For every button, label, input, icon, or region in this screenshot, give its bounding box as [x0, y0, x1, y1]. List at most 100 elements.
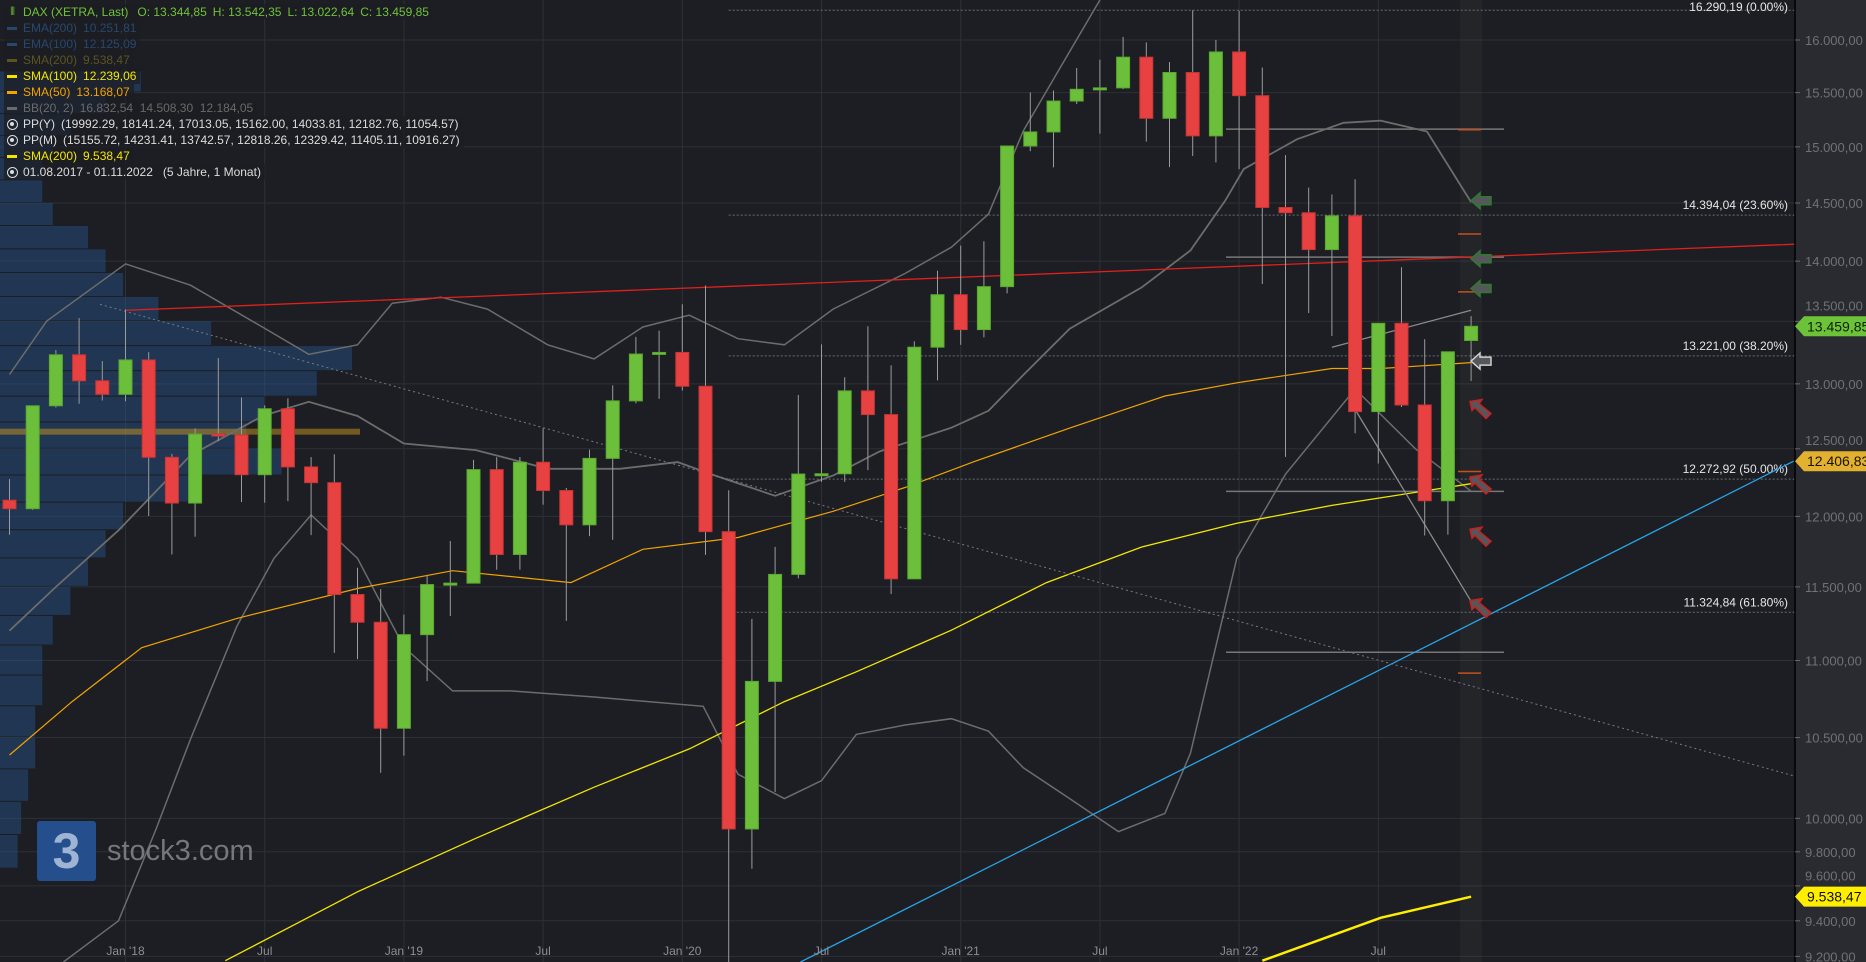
logo-text: stock3.com: [107, 834, 254, 867]
candle[interactable]: [675, 304, 690, 391]
candle[interactable]: [860, 326, 875, 471]
candle[interactable]: [1324, 194, 1339, 337]
volume-profile-bar: [0, 502, 124, 530]
candle[interactable]: [768, 546, 783, 793]
blue-trendline: [800, 460, 1794, 962]
stock3-logo: 3 stock3.com: [37, 821, 254, 881]
candle[interactable]: [118, 309, 133, 402]
candle[interactable]: [1208, 40, 1223, 163]
candle[interactable]: [1185, 10, 1200, 156]
legend-row-ema-100-[interactable]: EMA(100) 12.125,09: [4, 36, 141, 52]
candle[interactable]: [907, 341, 922, 580]
candle[interactable]: [1301, 187, 1316, 314]
candle[interactable]: [1371, 322, 1386, 464]
candle[interactable]: [1046, 90, 1061, 168]
candle[interactable]: [1394, 267, 1409, 407]
candle[interactable]: [976, 241, 991, 338]
volume-profile-bar: [0, 321, 212, 346]
candle[interactable]: [304, 457, 319, 536]
candle[interactable]: [164, 453, 179, 555]
legend-row-sma-50-[interactable]: SMA(50) 13.168,07: [4, 84, 134, 100]
candle[interactable]: [188, 428, 203, 537]
candle[interactable]: [1116, 36, 1131, 90]
candle[interactable]: [141, 352, 156, 516]
volume-profile-bar: [0, 769, 29, 801]
candle[interactable]: [327, 454, 342, 653]
candle[interactable]: [744, 618, 759, 869]
legend-row-sma-200-[interactable]: SMA(200) 9.538,47: [4, 148, 134, 164]
candle[interactable]: [396, 614, 411, 756]
candle[interactable]: [1023, 92, 1038, 152]
signal-arrow-left-icon: [1469, 249, 1492, 269]
visibility-ring-icon: [7, 118, 18, 130]
legend-row-pp-y-[interactable]: PP(Y) (19992.29, 18141.24, 17013.05, 1516…: [4, 116, 463, 132]
candle[interactable]: [605, 385, 620, 540]
candle-body: [512, 461, 527, 556]
candle[interactable]: [373, 589, 388, 773]
candle[interactable]: [420, 575, 435, 682]
candle[interactable]: [791, 394, 806, 579]
candle[interactable]: [1139, 42, 1154, 142]
high-value: H: 13.542,35: [212, 5, 282, 19]
price-axis-label: 12.500,00: [1805, 433, 1863, 448]
line-swatch-icon: [7, 26, 17, 30]
candle[interactable]: [698, 285, 713, 555]
candle-body: [628, 353, 643, 402]
candle[interactable]: [443, 541, 458, 617]
candle[interactable]: [234, 397, 249, 503]
candle[interactable]: [1348, 179, 1363, 434]
candle[interactable]: [257, 405, 272, 503]
candle[interactable]: [1092, 59, 1107, 134]
candle[interactable]: [466, 459, 481, 584]
time-axis-label: Jan '20: [663, 944, 702, 958]
legend-row-sma-200-[interactable]: SMA(200) 9.538,47: [4, 52, 134, 68]
legend-instrument[interactable]: ⫴ DAX (XETRA, Last) O: 13.344,85 H: 13.5…: [4, 4, 433, 20]
close-value: C: 13.459,85: [360, 5, 429, 19]
candle[interactable]: [25, 405, 40, 510]
candle-body: [1023, 131, 1038, 147]
legend-label: SMA(50): [23, 85, 71, 99]
candle[interactable]: [582, 449, 597, 537]
legend-row-ema-200-[interactable]: EMA(200) 10.251,81: [4, 20, 141, 36]
candle[interactable]: [536, 428, 551, 505]
candle[interactable]: [211, 358, 226, 442]
volume-profile-bar: [0, 530, 106, 558]
fib-level-label: 16.290,19 (0.00%): [1689, 0, 1788, 14]
candle[interactable]: [280, 398, 295, 502]
candle[interactable]: [1417, 339, 1432, 536]
candle-body: [95, 380, 110, 395]
candle[interactable]: [930, 270, 945, 381]
candle[interactable]: [489, 457, 504, 570]
candle[interactable]: [1232, 10, 1247, 170]
candle[interactable]: [953, 245, 968, 345]
candle[interactable]: [814, 344, 829, 482]
legend-label: SMA(200): [23, 149, 78, 163]
line-swatch-icon: [7, 74, 17, 78]
candle[interactable]: [1440, 351, 1455, 535]
candle[interactable]: [1162, 61, 1177, 168]
legend-value: 16.832,54 14.508,30 12.184,05: [79, 101, 254, 115]
legend-row-sma-100-[interactable]: SMA(100) 12.239,06: [4, 68, 141, 84]
candle[interactable]: [1069, 67, 1084, 105]
candle[interactable]: [1255, 67, 1270, 284]
price-axis[interactable]: [1795, 0, 1866, 962]
candle[interactable]: [837, 377, 852, 482]
legend-row-pp-m-[interactable]: PP(M) (15155.72, 14231.41, 13742.57, 1281…: [4, 132, 464, 148]
candle-body: [1417, 404, 1432, 502]
candle[interactable]: [884, 365, 899, 595]
candle[interactable]: [559, 487, 574, 621]
candle[interactable]: [721, 490, 736, 962]
candle[interactable]: [1000, 145, 1015, 294]
candle[interactable]: [1464, 316, 1479, 381]
candle[interactable]: [48, 350, 63, 408]
candle[interactable]: [72, 318, 87, 404]
candle[interactable]: [512, 457, 527, 570]
candle[interactable]: [1278, 155, 1293, 457]
candle[interactable]: [628, 336, 643, 404]
candle[interactable]: [95, 361, 110, 401]
candle[interactable]: [350, 567, 365, 660]
candle[interactable]: [2, 479, 17, 535]
candle[interactable]: [652, 330, 667, 399]
legend-row-bb-20-2-[interactable]: BB(20, 2) 16.832,54 14.508,30 12.184,05: [4, 100, 258, 116]
